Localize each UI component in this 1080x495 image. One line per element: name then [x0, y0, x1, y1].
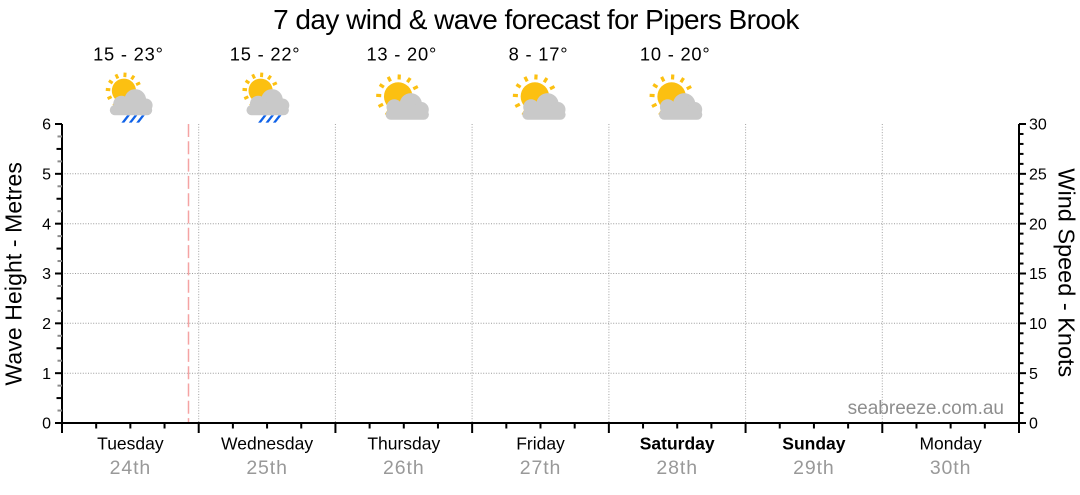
svg-text:Wednesday: Wednesday	[221, 434, 313, 454]
svg-text:Wave Height - Metres: Wave Height - Metres	[1, 162, 27, 386]
svg-text:29th: 29th	[793, 457, 835, 479]
svg-text:Sunday: Sunday	[782, 434, 845, 454]
svg-text:5: 5	[1029, 366, 1038, 383]
svg-text:seabreeze.com.au: seabreeze.com.au	[848, 398, 1004, 419]
svg-text:25: 25	[1029, 167, 1047, 184]
svg-text:30: 30	[1029, 117, 1047, 134]
svg-text:20: 20	[1029, 216, 1047, 233]
svg-text:13 - 20°: 13 - 20°	[366, 44, 437, 65]
svg-text:0: 0	[42, 416, 51, 433]
svg-text:Monday: Monday	[919, 434, 982, 454]
svg-text:26th: 26th	[383, 457, 425, 479]
svg-text:15 - 23°: 15 - 23°	[93, 44, 164, 65]
svg-text:30th: 30th	[930, 457, 972, 479]
svg-text:27th: 27th	[520, 457, 562, 479]
svg-text:7 day wind & wave forecast for: 7 day wind & wave forecast for Pipers Br…	[273, 4, 800, 35]
svg-text:6: 6	[42, 117, 51, 134]
svg-text:8 - 17°: 8 - 17°	[509, 44, 569, 65]
svg-text:15: 15	[1029, 266, 1047, 283]
svg-text:Wind Speed - Knots: Wind Speed - Knots	[1054, 168, 1080, 377]
svg-text:2: 2	[42, 316, 51, 333]
svg-text:Saturday: Saturday	[640, 434, 715, 454]
svg-text:Friday: Friday	[516, 434, 565, 454]
svg-text:28th: 28th	[656, 457, 698, 479]
svg-text:10 - 20°: 10 - 20°	[640, 44, 711, 65]
svg-text:0: 0	[1029, 416, 1038, 433]
svg-text:15 - 22°: 15 - 22°	[230, 44, 301, 65]
svg-text:Tuesday: Tuesday	[97, 434, 164, 454]
svg-text:1: 1	[42, 366, 51, 383]
svg-text:25th: 25th	[246, 457, 288, 479]
svg-text:4: 4	[42, 216, 51, 233]
svg-text:5: 5	[42, 167, 51, 184]
svg-text:Thursday: Thursday	[367, 434, 440, 454]
svg-text:10: 10	[1029, 316, 1047, 333]
svg-text:3: 3	[42, 266, 51, 283]
svg-text:24th: 24th	[110, 457, 152, 479]
